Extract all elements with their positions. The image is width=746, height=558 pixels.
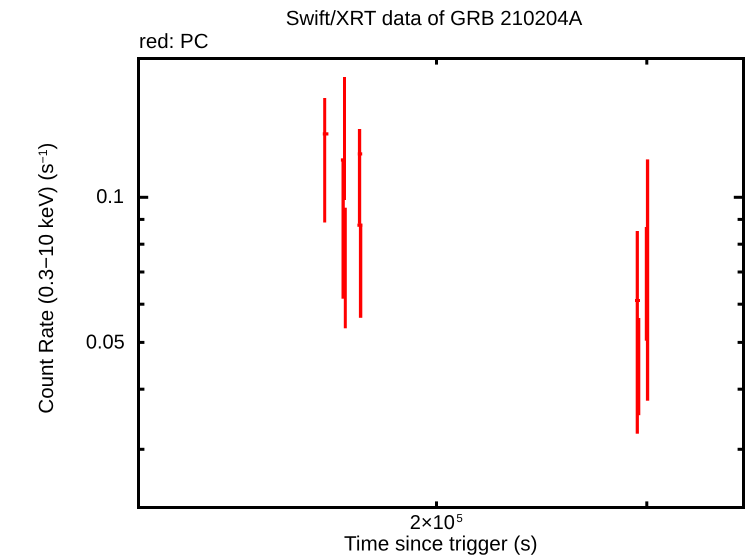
svg-text:0.1: 0.1 [96,186,124,208]
svg-text:Time since trigger (s): Time since trigger (s) [344,533,538,556]
svg-text:5: 5 [456,513,462,525]
svg-text:Swift/XRT data of GRB 210204A: Swift/XRT data of GRB 210204A [286,7,583,30]
svg-text:2×10: 2×10 [410,512,455,534]
svg-text:Count Rate (0.3−10 keV) (s−1): Count Rate (0.3−10 keV) (s−1) [35,143,58,414]
svg-text:0.05: 0.05 [86,331,125,353]
svg-text:red: PC: red: PC [139,30,209,53]
